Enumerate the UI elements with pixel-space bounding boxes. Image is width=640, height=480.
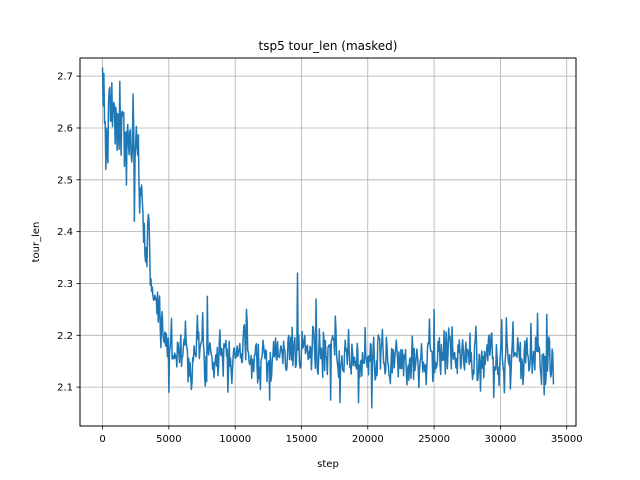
x-tick-label: 0 bbox=[99, 434, 105, 445]
y-tick-label: 2.5 bbox=[57, 175, 73, 186]
y-axis-ticks: 2.1 2.2 2.3 2.4 2.5 2.6 2.7 bbox=[57, 72, 80, 394]
y-tick-label: 2.2 bbox=[57, 331, 73, 342]
y-axis-label: tour_len bbox=[31, 222, 42, 263]
y-tick-label: 2.1 bbox=[57, 383, 73, 394]
chart-title: tsp5 tour_len (masked) bbox=[259, 39, 398, 53]
x-axis-label: step bbox=[317, 459, 339, 470]
x-tick-label: 20000 bbox=[352, 434, 384, 445]
plot-frame bbox=[79, 57, 577, 427]
y-tick-label: 2.4 bbox=[57, 227, 73, 238]
x-axis-ticks: 0 5000 10000 15000 20000 25000 30000 35000 bbox=[99, 426, 583, 445]
x-tick-label: 30000 bbox=[485, 434, 517, 445]
x-tick-label: 25000 bbox=[418, 434, 450, 445]
x-tick-label: 5000 bbox=[156, 434, 181, 445]
y-tick-label: 2.3 bbox=[57, 279, 73, 290]
series-line bbox=[101, 67, 555, 409]
series-layer bbox=[101, 67, 555, 409]
x-tick-label: 15000 bbox=[286, 434, 318, 445]
x-tick-label: 35000 bbox=[551, 434, 583, 445]
y-tick-label: 2.6 bbox=[57, 123, 73, 134]
y-tick-label: 2.7 bbox=[57, 72, 73, 83]
x-tick-label: 10000 bbox=[219, 434, 251, 445]
